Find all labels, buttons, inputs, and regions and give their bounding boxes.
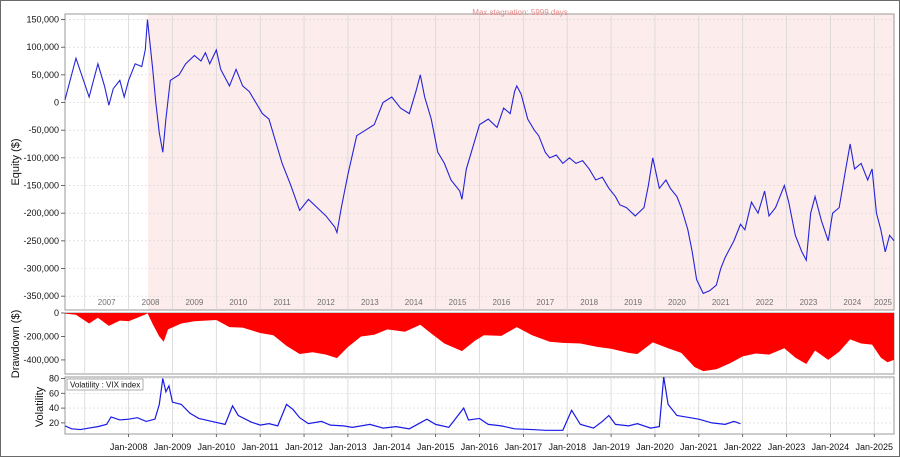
date-tick-label: Jan-2009 <box>154 442 192 452</box>
equity-year-label: 2013 <box>361 298 379 307</box>
equity-year-label: 2022 <box>756 298 774 307</box>
equity-y-tick-label: 0 <box>54 98 59 108</box>
equity-year-label: 2008 <box>142 298 160 307</box>
equity-year-label: 2023 <box>800 298 818 307</box>
equity-series-line <box>64 19 895 295</box>
drawdown-y-tick-label: -400,000 <box>23 355 59 365</box>
max-stagnation-label: Max stagnation: 5999 days <box>472 8 568 17</box>
equity-year-label: 2007 <box>98 298 116 307</box>
equity-y-tick-label: 50,000 <box>31 70 59 80</box>
equity-year-labels: 2007 2008 2009 2010 2011 2012 2013 2014 2015 2016… <box>98 298 893 307</box>
equity-y-tick-label: -150,000 <box>23 181 59 191</box>
date-tick-label: Jan-2016 <box>461 442 499 452</box>
volatility-gridlines <box>65 377 894 434</box>
date-tick-label: Jan-2023 <box>768 442 806 452</box>
drawdown-axis-title: Drawdown ($) <box>10 310 22 378</box>
equity-y-tick-label: 150,000 <box>26 15 59 25</box>
equity-year-label: 2021 <box>712 298 730 307</box>
equity-year-label: 2024 <box>843 298 861 307</box>
date-tick-label: Jan-2015 <box>417 442 455 452</box>
date-tick-label: Jan-2021 <box>680 442 718 452</box>
volatility-y-tick-labels: 80 60 40 20 <box>49 373 65 428</box>
equity-year-label: 2009 <box>185 298 203 307</box>
equity-y-tick-label: -350,000 <box>23 291 59 301</box>
equity-gridlines <box>65 14 894 310</box>
drawdown-y-tick-labels: 0 -200,000 -400,000 <box>23 308 65 365</box>
equity-year-label: 2011 <box>274 298 292 307</box>
equity-y-tick-label: 100,000 <box>26 42 59 52</box>
equity-year-label: 2014 <box>405 298 423 307</box>
drawdown-y-tick-label: 0 <box>54 308 59 318</box>
date-tick-label: Jan-2008 <box>110 442 148 452</box>
volatility-legend: Volatility : VIX index <box>70 381 140 390</box>
date-tick-label: Jan-2019 <box>592 442 630 452</box>
equity-year-label: 2017 <box>536 298 554 307</box>
equity-year-label: 2012 <box>317 298 335 307</box>
equity-y-tick-label: -100,000 <box>23 153 59 163</box>
date-tick-label: Jan-2024 <box>812 442 850 452</box>
volatility-y-tick-label: 20 <box>49 418 59 428</box>
equity-year-label: 2016 <box>493 298 511 307</box>
volatility-axis-title: Volatility <box>34 386 46 427</box>
equity-year-label: 2019 <box>624 298 642 307</box>
drawdown-area <box>65 313 894 372</box>
date-tick-label: Jan-2011 <box>242 442 279 452</box>
equity-y-tick-label: -200,000 <box>23 208 59 218</box>
drawdown-panel: 0 -200,000 -400,000 Drawdown ($) <box>10 308 895 378</box>
volatility-y-tick-label: 60 <box>49 388 59 398</box>
date-tick-label: Jan-2017 <box>505 442 543 452</box>
equity-year-label: 2020 <box>668 298 686 307</box>
date-tick-label: Jan-2010 <box>198 442 236 452</box>
date-tick-label: Jan-2014 <box>373 442 411 452</box>
date-tick-label: Jan-2018 <box>548 442 586 452</box>
stagnation-region <box>147 14 894 310</box>
vix-series-line <box>64 376 741 431</box>
equity-y-tick-labels: 150,000 100,000 50,000 0 -50,000 -100,000 -150… <box>23 15 65 301</box>
date-tick-label: Jan-2013 <box>329 442 367 452</box>
volatility-panel: Volatility : VIX index 80 60 40 20 Jan-2008… <box>34 373 895 452</box>
equity-axis-title: Equity ($) <box>10 138 22 185</box>
date-tick-label: Jan-2025 <box>855 442 893 452</box>
equity-year-label: 2010 <box>229 298 247 307</box>
equity-year-label: 2018 <box>580 298 598 307</box>
date-tick-label: Jan-2022 <box>724 442 762 452</box>
volatility-y-tick-label: 40 <box>49 403 59 413</box>
volatility-y-tick-label: 80 <box>49 373 59 383</box>
volatility-legend-box <box>66 378 144 391</box>
date-tick-label: Jan-2020 <box>636 442 674 452</box>
drawdown-y-tick-label: -200,000 <box>23 331 59 341</box>
equity-y-tick-label: -300,000 <box>23 264 59 274</box>
equity-panel: 150,000 100,000 50,000 0 -50,000 -100,000 -150… <box>10 8 895 311</box>
equity-y-tick-label: -50,000 <box>28 125 59 135</box>
equity-year-label: 2025 <box>874 298 892 307</box>
equity-y-tick-label: -250,000 <box>23 236 59 246</box>
date-tick-label: Jan-2012 <box>285 442 323 452</box>
equity-year-label: 2015 <box>449 298 467 307</box>
date-axis-tick-labels: Jan-2008 Jan-2009 Jan-2010 Jan-2011 Jan-2012… <box>110 434 893 452</box>
